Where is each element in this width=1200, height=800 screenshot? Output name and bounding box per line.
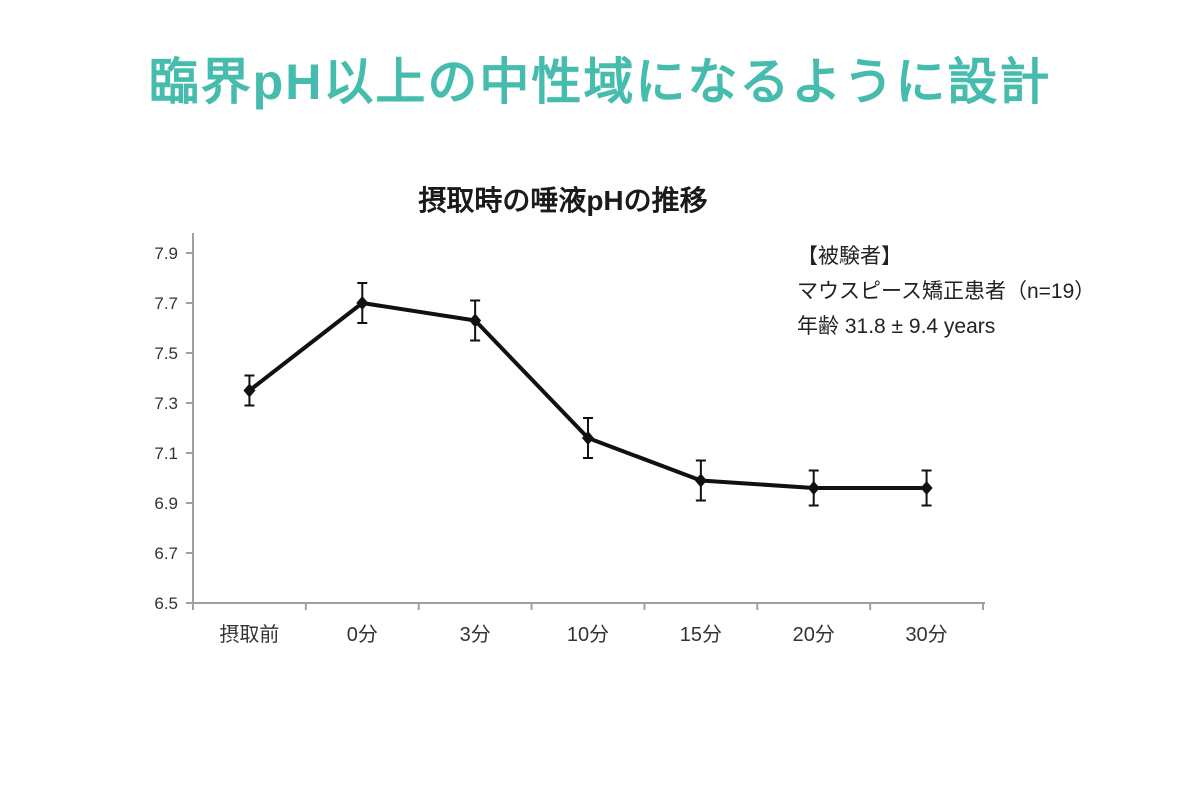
x-category-label: 10分 bbox=[567, 623, 609, 646]
data-point-marker bbox=[694, 473, 707, 488]
annotation-heading: 【被験者】 bbox=[797, 245, 902, 268]
y-tick-label: 6.5 bbox=[154, 594, 178, 613]
data-point-marker bbox=[356, 296, 369, 310]
data-point-marker bbox=[582, 431, 594, 445]
y-tick-label: 7.5 bbox=[154, 344, 178, 363]
x-category-label: 15分 bbox=[680, 623, 722, 646]
data-point-marker bbox=[469, 313, 482, 328]
y-tick-label: 7.3 bbox=[154, 394, 178, 413]
x-category-label: 30分 bbox=[905, 623, 947, 646]
y-tick-label: 7.9 bbox=[154, 244, 178, 263]
y-tick-label: 7.7 bbox=[154, 294, 178, 313]
data-point-marker bbox=[243, 383, 256, 398]
x-category-label: 0分 bbox=[347, 623, 378, 646]
x-category-label: 20分 bbox=[793, 623, 835, 646]
page-title: 臨界pH以上の中性域になるように設計 bbox=[148, 54, 1052, 110]
chart-title: 摂取時の唾液pHの推移 bbox=[418, 185, 708, 216]
data-point-marker bbox=[920, 481, 933, 495]
annotation-age: 年齢 31.8 ± 9.4 years bbox=[797, 315, 996, 338]
data-point-marker bbox=[807, 481, 820, 495]
y-tick-label: 7.1 bbox=[154, 444, 178, 463]
x-category-label: 3分 bbox=[460, 623, 491, 646]
y-tick-label: 6.9 bbox=[154, 494, 178, 513]
subjects-annotation: 【被験者】 マウスピース矯正患者（n=19） 年齢 31.8 ± 9.4 yea… bbox=[797, 239, 1095, 344]
annotation-subjects: マウスピース矯正患者（n=19） bbox=[797, 280, 1096, 303]
x-category-label: 摂取前 bbox=[219, 623, 279, 646]
y-tick-label: 6.7 bbox=[154, 544, 178, 563]
